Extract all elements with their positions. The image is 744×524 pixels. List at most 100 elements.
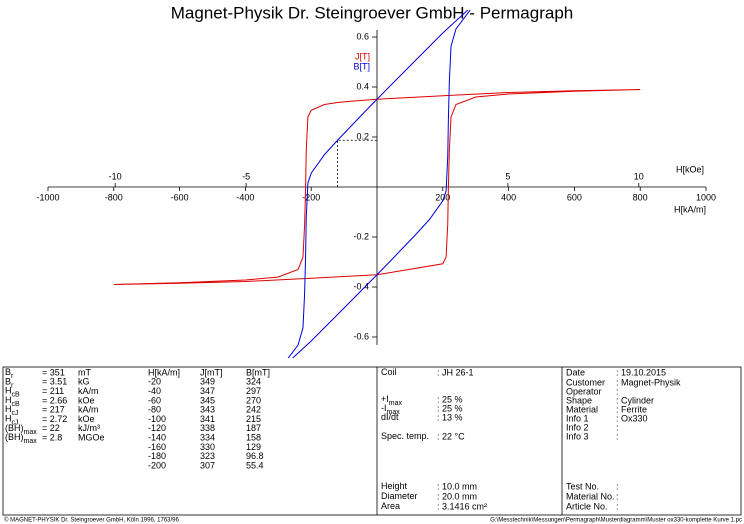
- table-cell: 187: [246, 423, 261, 433]
- info-label: Material: [566, 404, 598, 414]
- y-tick-label: -0.2: [353, 231, 369, 241]
- param-unit: kA/m: [78, 405, 99, 415]
- footer-right: G:\Messtechnik\Messungen\Permagraph\Must…: [490, 518, 742, 524]
- y-tick-label: 0.6: [356, 31, 369, 41]
- info-value: : 19.10.2015: [616, 367, 666, 377]
- measurement-value: : JH 26-1: [437, 367, 474, 377]
- table-cell: 345: [200, 395, 215, 405]
- param-symbol: (BH)max: [5, 423, 37, 436]
- x-tick-label: -200: [302, 192, 320, 202]
- info-value: :: [616, 386, 619, 396]
- param-symbol: HcB: [5, 395, 20, 408]
- param-value: = 2.8: [42, 432, 62, 442]
- table-cell: -60: [148, 395, 161, 405]
- param-symbol: Br: [5, 367, 14, 380]
- param-unit: kOe: [78, 414, 95, 424]
- x2-tick-label: 10: [634, 171, 644, 181]
- table-cell: -120: [148, 423, 166, 433]
- param-symbol: HcJ: [5, 405, 19, 418]
- param-unit: kA/m: [78, 386, 99, 396]
- measurement-label-sub: max: [389, 400, 403, 407]
- info-value: :: [616, 501, 619, 511]
- x-axis-label: H[kA/m]: [674, 204, 706, 214]
- table-cell: 215: [246, 414, 261, 424]
- table-header: B[mT]: [246, 367, 270, 377]
- param-symbol: HcJ: [5, 414, 19, 427]
- table-cell: 158: [246, 432, 261, 442]
- plot: [113, 10, 641, 358]
- param-symbol-main: H: [5, 395, 12, 405]
- param-symbol-main: H: [5, 414, 12, 424]
- table-cell: 324: [246, 377, 261, 387]
- param-value: = 3.51: [42, 377, 67, 387]
- param-symbol-sub: r: [11, 373, 14, 380]
- param-value: = 211: [42, 386, 64, 396]
- measurement-label-main: dI/dt: [381, 412, 399, 422]
- param-symbol-sub: max: [24, 438, 38, 445]
- param-unit: kJ/m³: [78, 423, 100, 433]
- bhmax-marker: [337, 139, 377, 187]
- x-tick-label: 800: [633, 192, 648, 202]
- info-value: :: [616, 481, 619, 491]
- x-tick-label: 1000: [696, 192, 716, 202]
- table-cell: 307: [200, 460, 215, 470]
- x-tick-label: -600: [171, 192, 189, 202]
- table-cell: 297: [246, 386, 261, 396]
- measurement-value: : 25 %: [437, 394, 463, 404]
- measurement-label-main: Diameter: [381, 491, 418, 501]
- info-label: Date: [566, 367, 585, 377]
- measurement-label: Height: [381, 481, 408, 491]
- param-unit: kOe: [78, 395, 95, 405]
- param-symbol-main: H: [5, 386, 12, 396]
- param-value: = 2.72: [42, 414, 67, 424]
- chart-title: Magnet-Physik Dr. Steingroever GmbH - Pe…: [171, 3, 574, 22]
- measurement-value: : 13 %: [437, 412, 463, 422]
- param-symbol-sub: cB: [12, 392, 21, 399]
- measurement-label-main: Height: [381, 481, 408, 491]
- info-label: Operator: [566, 386, 602, 396]
- table-cell: -100: [148, 414, 166, 424]
- measurement-label-main: -I: [381, 403, 387, 413]
- measurement-label: Coil: [381, 367, 397, 377]
- table-cell: 349: [200, 377, 215, 387]
- measurement-value: : 20.0 mm: [437, 491, 477, 501]
- param-symbol-sub: r: [11, 383, 14, 390]
- x-tick-label: 200: [435, 192, 450, 202]
- param-unit: mT: [78, 367, 91, 377]
- table-cell: 347: [200, 386, 215, 396]
- table-cell: 323: [200, 451, 215, 461]
- measurement-label-sub: max: [387, 409, 401, 416]
- param-value: = 22: [42, 423, 60, 433]
- param-symbol-sub: cJ: [12, 420, 19, 427]
- table-cell: 242: [246, 405, 261, 415]
- measurement-label: Spec. temp.: [381, 431, 429, 441]
- param-symbol: (BH)max: [5, 432, 37, 445]
- curve: [287, 10, 471, 358]
- table-cell: -160: [148, 442, 166, 452]
- param-unit: MGOe: [78, 432, 105, 442]
- info-label: Info 2: [566, 422, 589, 432]
- measurement-label-main: Coil: [381, 367, 397, 377]
- table-cell: -200: [148, 460, 166, 470]
- measurement-label: +Imax: [381, 394, 402, 407]
- measurement-value: : 25 %: [437, 403, 463, 413]
- info-value: : Magnet-Physik: [616, 377, 681, 387]
- info-label: Article No.: [566, 501, 608, 511]
- info-value: : Cylinder: [616, 395, 654, 405]
- x2-axis-label: H[kOe]: [676, 164, 704, 174]
- table-header: J[mT]: [200, 367, 223, 377]
- table-cell: 96.8: [246, 451, 264, 461]
- measurement-value: : 3.1416 cm²: [437, 501, 487, 511]
- legend-entry: J[T]: [355, 51, 370, 61]
- table-cell: 270: [246, 395, 261, 405]
- param-symbol-main: H: [5, 405, 12, 415]
- measurement-label-main: Spec. temp.: [381, 431, 429, 441]
- table-cell: 343: [200, 405, 215, 415]
- info-value: :: [616, 422, 619, 432]
- measurement-label: Diameter: [381, 491, 418, 501]
- param-symbol: HcB: [5, 386, 20, 399]
- table-cell: -80: [148, 405, 161, 415]
- info-label: Info 3: [566, 431, 589, 441]
